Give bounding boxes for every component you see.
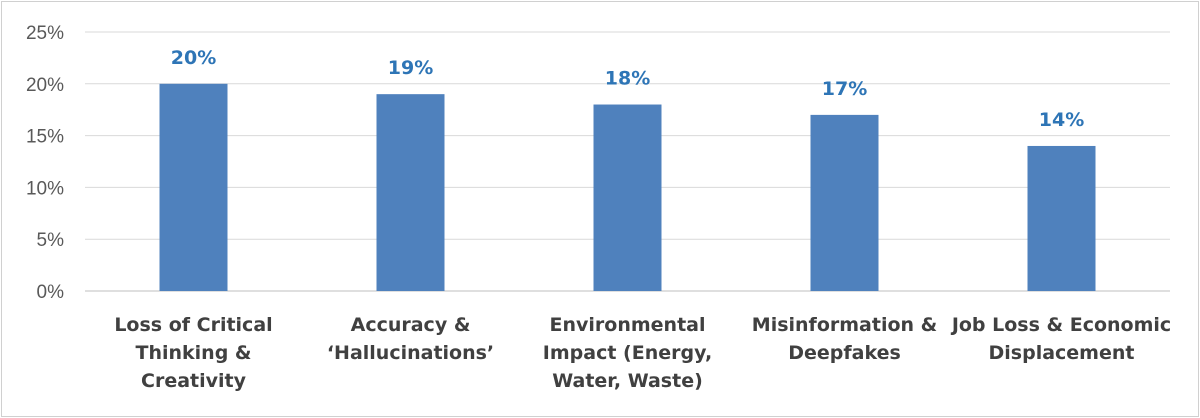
- y-tick-label: 20%: [26, 75, 64, 96]
- category-label: ‘Hallucinations’: [327, 342, 494, 364]
- category-label: Environmental: [550, 314, 706, 336]
- y-tick-label: 10%: [26, 178, 64, 199]
- data-label: 19%: [388, 57, 433, 79]
- category-label: Water, Waste): [552, 370, 703, 392]
- bar: [376, 94, 445, 291]
- bar: [159, 83, 228, 291]
- data-label: 20%: [171, 47, 216, 69]
- y-tick-label: 5%: [37, 230, 65, 251]
- bar: [1027, 145, 1096, 291]
- category-label: Loss of Critical: [114, 314, 272, 336]
- category-label: Impact (Energy,: [543, 342, 712, 364]
- bar: [593, 104, 662, 292]
- data-label: 14%: [1039, 109, 1084, 131]
- y-tick-label: 25%: [26, 23, 64, 44]
- category-label: Job Loss & Economic: [950, 314, 1171, 336]
- y-tick-label: 15%: [26, 127, 64, 148]
- category-label: Displacement: [989, 342, 1135, 364]
- data-label: 18%: [605, 68, 650, 90]
- category-label: Thinking &: [136, 342, 252, 364]
- category-label: Deepfakes: [788, 342, 901, 364]
- bar: [810, 114, 879, 291]
- category-label: Misinformation &: [752, 314, 937, 336]
- y-tick-label: 0%: [37, 282, 65, 303]
- category-label: Creativity: [141, 370, 247, 392]
- category-label: Accuracy &: [351, 314, 471, 336]
- data-label: 17%: [822, 78, 867, 100]
